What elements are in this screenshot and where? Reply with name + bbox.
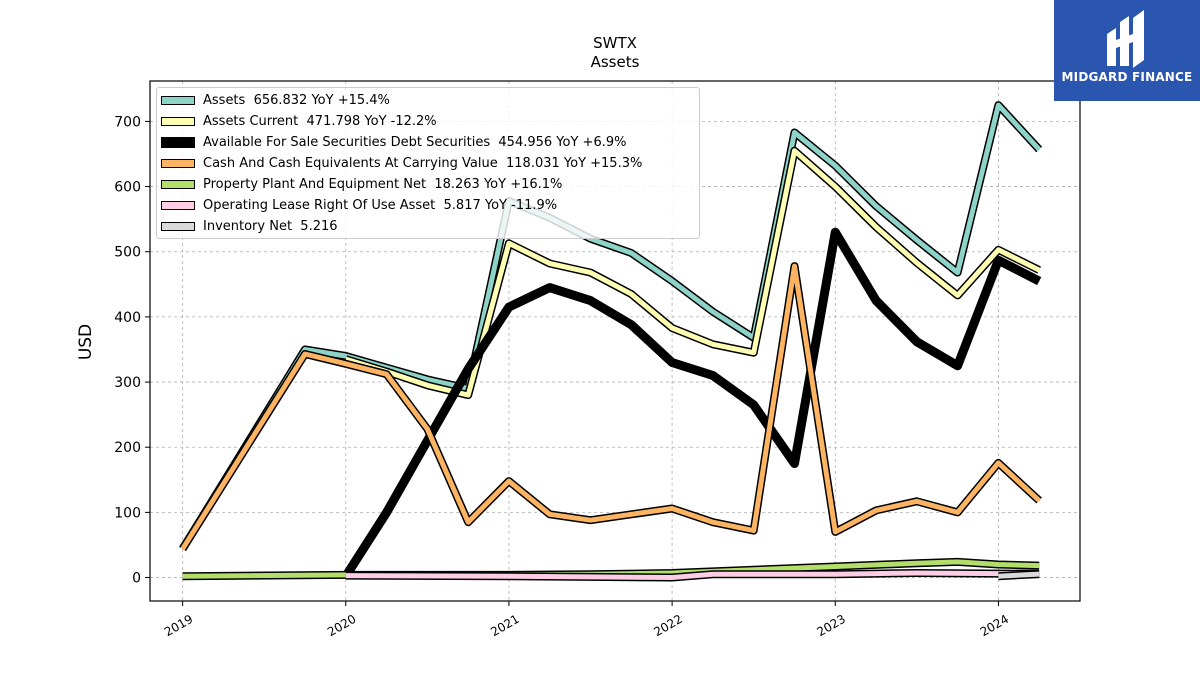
series-cash-and-cash-equivalents-at-carrying-value-line	[180, 263, 1041, 551]
legend-label-inventory: Inventory Net 5.216	[203, 218, 338, 234]
series-assets-line	[180, 102, 1042, 551]
y-tick-label: 500	[114, 245, 141, 261]
midgard-finance-logo: MIDGARD FINANCE	[1054, 0, 1200, 101]
y-ticks: 0 100 200 300 400 500 600 700	[114, 114, 150, 587]
legend-item-lease: Operating Lease Right Of Use Asset 5.817…	[161, 196, 557, 214]
legend-label-afs-securities: Available For Sale Securities Debt Secur…	[203, 134, 627, 150]
legend-item-inventory: Inventory Net 5.216	[161, 217, 338, 235]
legend-label-assets-current: Assets Current 471.798 YoY -12.2%	[203, 113, 437, 129]
legend-swatch-assets-current	[161, 116, 195, 126]
x-tick-label: 2022	[651, 612, 684, 639]
legend-item-ppe: Property Plant And Equipment Net 18.263 …	[161, 175, 562, 193]
legend-label-lease: Operating Lease Right Of Use Asset 5.817…	[203, 197, 558, 213]
y-tick-label: 200	[114, 440, 141, 456]
x-tick-label: 2021	[488, 612, 521, 639]
legend-swatch-assets	[161, 95, 195, 105]
legend-item-assets-current: Assets Current 471.798 YoY -12.2%	[161, 112, 437, 130]
legend-swatch-ppe	[161, 179, 195, 189]
legend-swatch-inventory	[161, 221, 195, 231]
series-inventory-net-line	[998, 571, 1040, 579]
legend-label-ppe: Property Plant And Equipment Net 18.263 …	[203, 176, 563, 192]
y-tick-label: 700	[114, 114, 141, 130]
x-tick-label: 2023	[815, 612, 848, 639]
chart-title: SWTX	[593, 34, 637, 52]
series-operating-lease-right-of-use-asset-line	[345, 570, 1040, 580]
legend-label-assets: Assets 656.832 YoY +15.4%	[203, 92, 390, 108]
x-tick-label: 2024	[978, 612, 1011, 639]
y-tick-label: 400	[114, 310, 141, 326]
x-ticks: 2019 2020 2021 2022 2023 2024	[162, 601, 1011, 639]
series-group	[179, 101, 1043, 582]
legend-item-assets: Assets 656.832 YoY +15.4%	[161, 91, 390, 109]
legend-swatch-afs-securities	[161, 136, 195, 148]
series-assets-current-line	[345, 148, 1041, 398]
chart-subtitle: Assets	[591, 53, 640, 71]
legend-swatch-cash	[161, 158, 195, 168]
x-tick-label: 2019	[162, 612, 195, 639]
x-tick-label: 2020	[325, 612, 358, 639]
logo-text: MIDGARD FINANCE	[1061, 70, 1193, 84]
series-available-for-sale-securities-debt-securities-line	[342, 227, 1042, 579]
legend: Assets 656.832 YoY +15.4% Assets Current…	[156, 87, 700, 239]
legend-label-cash: Cash And Cash Equivalents At Carrying Va…	[203, 155, 643, 171]
legend-item-cash: Cash And Cash Equivalents At Carrying Va…	[161, 154, 642, 172]
legend-swatch-lease	[161, 200, 195, 210]
y-tick-label: 300	[114, 375, 141, 391]
y-tick-label: 100	[114, 505, 141, 521]
y-tick-label: 600	[114, 180, 141, 196]
legend-item-afs-securities: Available For Sale Securities Debt Secur…	[161, 133, 626, 151]
plot-frame	[149, 80, 1081, 602]
y-axis-label: USD	[76, 324, 96, 360]
logo-mark-icon	[1107, 10, 1144, 68]
y-tick-label: 0	[132, 571, 141, 587]
